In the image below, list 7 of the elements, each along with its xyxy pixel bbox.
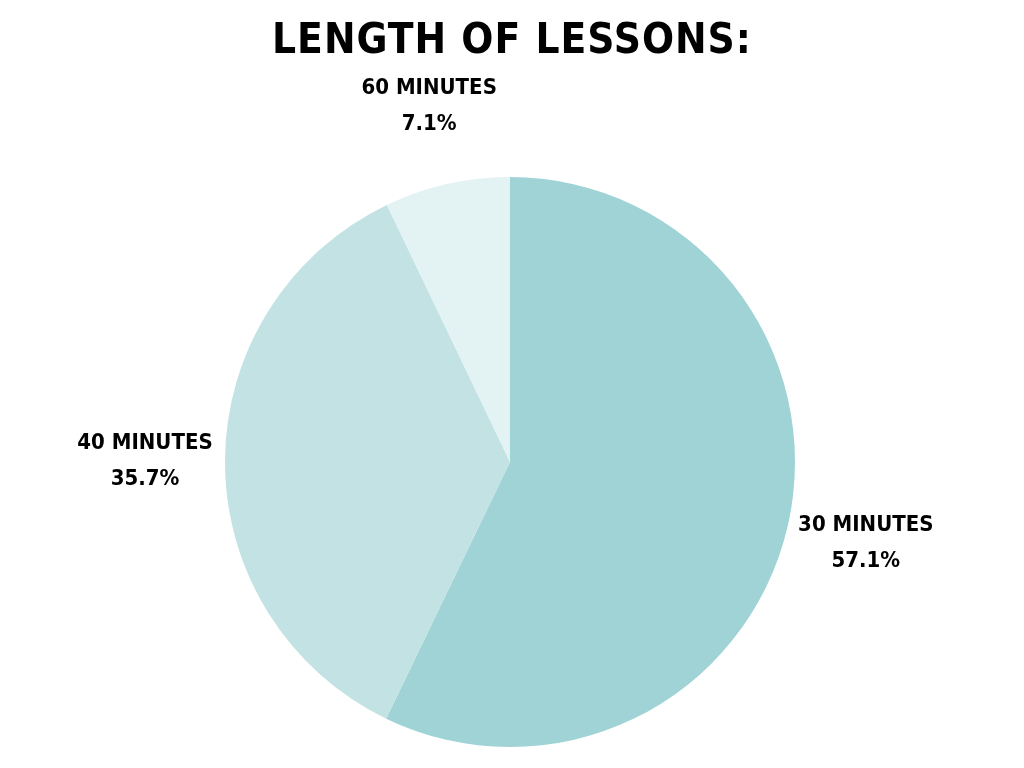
slice-label: 60 MINUTES — [361, 73, 497, 99]
data-label: 7.1% — [401, 109, 457, 135]
data-label: 35.7% — [110, 465, 180, 491]
chart-title: LENGTH OF LESSONS: — [271, 14, 753, 63]
slice-label: 30 MINUTES — [798, 511, 934, 537]
data-label: 57.1% — [831, 547, 901, 573]
slice-label: 40 MINUTES — [77, 429, 213, 455]
